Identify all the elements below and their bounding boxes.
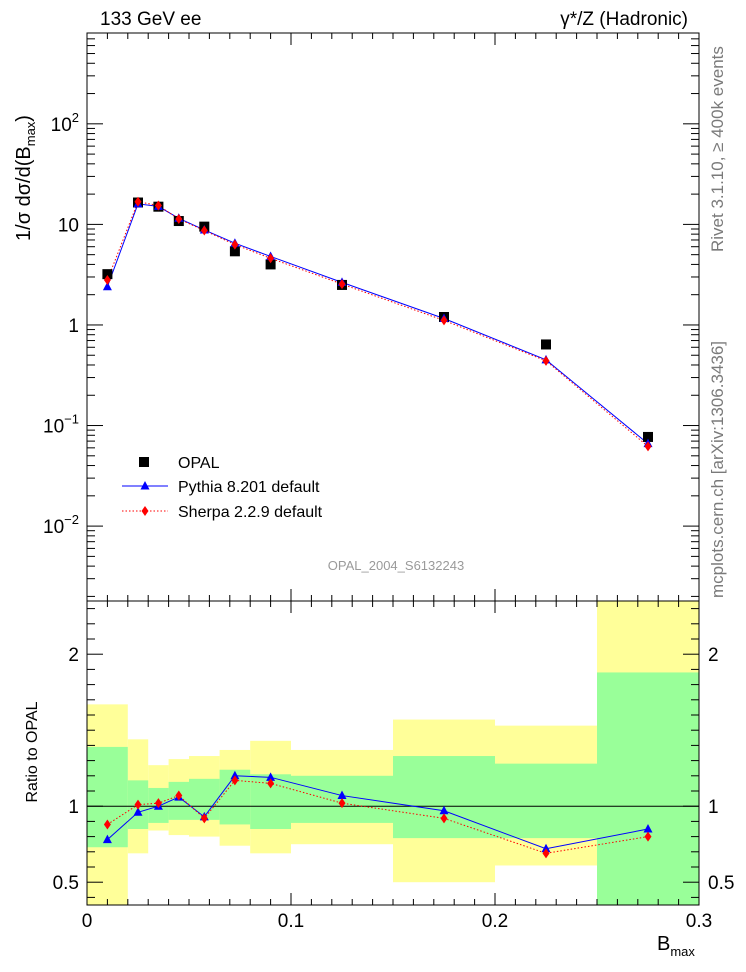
sherpa-point [338, 279, 346, 290]
ratio-pythia-point [643, 824, 653, 833]
ratio-sherpa-point [644, 831, 652, 842]
ratio-band-inner [495, 763, 597, 839]
ratio-y-tick-label-right: 1 [708, 797, 719, 818]
ratio-sherpa-point [134, 799, 142, 810]
ratio-sherpa-point [542, 848, 550, 859]
ratio-pythia-point [102, 834, 112, 844]
analysis-id-label: OPAL_2004_S6132243 [328, 558, 464, 573]
sherpa-point [231, 239, 239, 250]
pythia-point [102, 281, 112, 291]
header-process-label: γ*/Z (Hadronic) [560, 9, 688, 30]
pythia-line [106, 203, 649, 445]
ratio-y-tick-label-right: 2 [708, 645, 719, 666]
sherpa-point [200, 225, 208, 236]
legend: OPAL Pythia 8.201 default Sherpa 2.2.9 d… [122, 455, 323, 521]
ratio-y-tick-label: 2 [68, 645, 79, 666]
ratio-pythia-point [230, 770, 240, 780]
mcplots-label: mcplots.cern.ch [arXiv:1306.3436] [708, 341, 727, 598]
legend-marker-sherpa [141, 506, 149, 516]
sherpa-point [134, 196, 142, 207]
top-plot-layer [102, 196, 653, 452]
legend-label-pythia: Pythia 8.201 default [178, 479, 320, 496]
axes-layer: 10−2 10−1 1 10 102 0.5 0.5 1 1 2 2 0 0.1 0.2 0.3 [43, 32, 734, 932]
ratio-pythia-point [541, 843, 551, 853]
ratio-y-tick-label-right: 0.5 [708, 873, 734, 894]
opal-data-point [229, 246, 240, 257]
ratio-sherpa-point [338, 798, 346, 809]
ratio-band-inner [597, 672, 699, 905]
ratio-bands [87, 601, 699, 905]
x-tick-label: 0.2 [482, 911, 508, 932]
sherpa-point [542, 355, 550, 366]
y-tick-label: 10 [58, 215, 79, 236]
opal-data-point [541, 339, 551, 350]
sherpa-point [154, 200, 162, 211]
legend-label-opal: OPAL [178, 455, 220, 472]
ratio-plot-layer [87, 770, 699, 859]
opal-data-point [102, 269, 113, 280]
legend-marker-opal [139, 457, 149, 467]
ratio-sherpa-point [231, 775, 239, 786]
ratio-y-tick-label: 1 [68, 797, 79, 818]
header-energy-label: 133 GeV ee [100, 9, 201, 30]
x-tick-label: 0.1 [278, 911, 304, 932]
ratio-sherpa-point [200, 813, 208, 824]
ratio-sherpa-point [154, 798, 162, 809]
ratio-pythia-point [439, 805, 449, 815]
legend-marker-pythia [140, 481, 150, 490]
ratio-pythia-point [337, 790, 347, 800]
x-axis-label: Bmax [657, 933, 695, 959]
ratio-band-inner [87, 746, 128, 848]
y-tick-label: 10−1 [43, 412, 79, 438]
ratio-band-inner [168, 781, 189, 820]
ratio-band-inner [393, 756, 495, 839]
y-tick-label: 10−2 [43, 512, 79, 538]
ratio-y-axis-label: Ratio to OPAL [24, 701, 41, 802]
opal-data-point [643, 431, 653, 442]
ratio-y-tick-label: 0.5 [53, 873, 79, 894]
sherpa-point [103, 274, 111, 285]
x-tick-label: 0.3 [686, 911, 712, 932]
x-tick-label: 0 [82, 911, 93, 932]
ratio-pythia-point [133, 807, 143, 816]
ratio-pythia-point [266, 772, 276, 781]
sherpa-line [106, 201, 649, 447]
rivet-version-label: Rivet 3.1.10, ≥ 400k events [708, 46, 727, 252]
ratio-sherpa-point [175, 790, 183, 801]
legend-label-sherpa: Sherpa 2.2.9 default [178, 504, 323, 521]
sherpa-point [175, 214, 183, 225]
sherpa-point [267, 253, 275, 264]
top-y-axis-label: 1/σ dσ/d(Bmax) [13, 115, 38, 241]
ratio-sherpa-point [440, 813, 448, 824]
ratio-sherpa-point [267, 778, 275, 789]
ratio-sherpa-point [103, 819, 111, 830]
y-tick-label: 102 [51, 110, 79, 136]
y-tick-label: 1 [68, 316, 79, 337]
sherpa-point [440, 315, 448, 326]
sherpa-point [644, 441, 652, 452]
opal-data-point [265, 259, 276, 270]
